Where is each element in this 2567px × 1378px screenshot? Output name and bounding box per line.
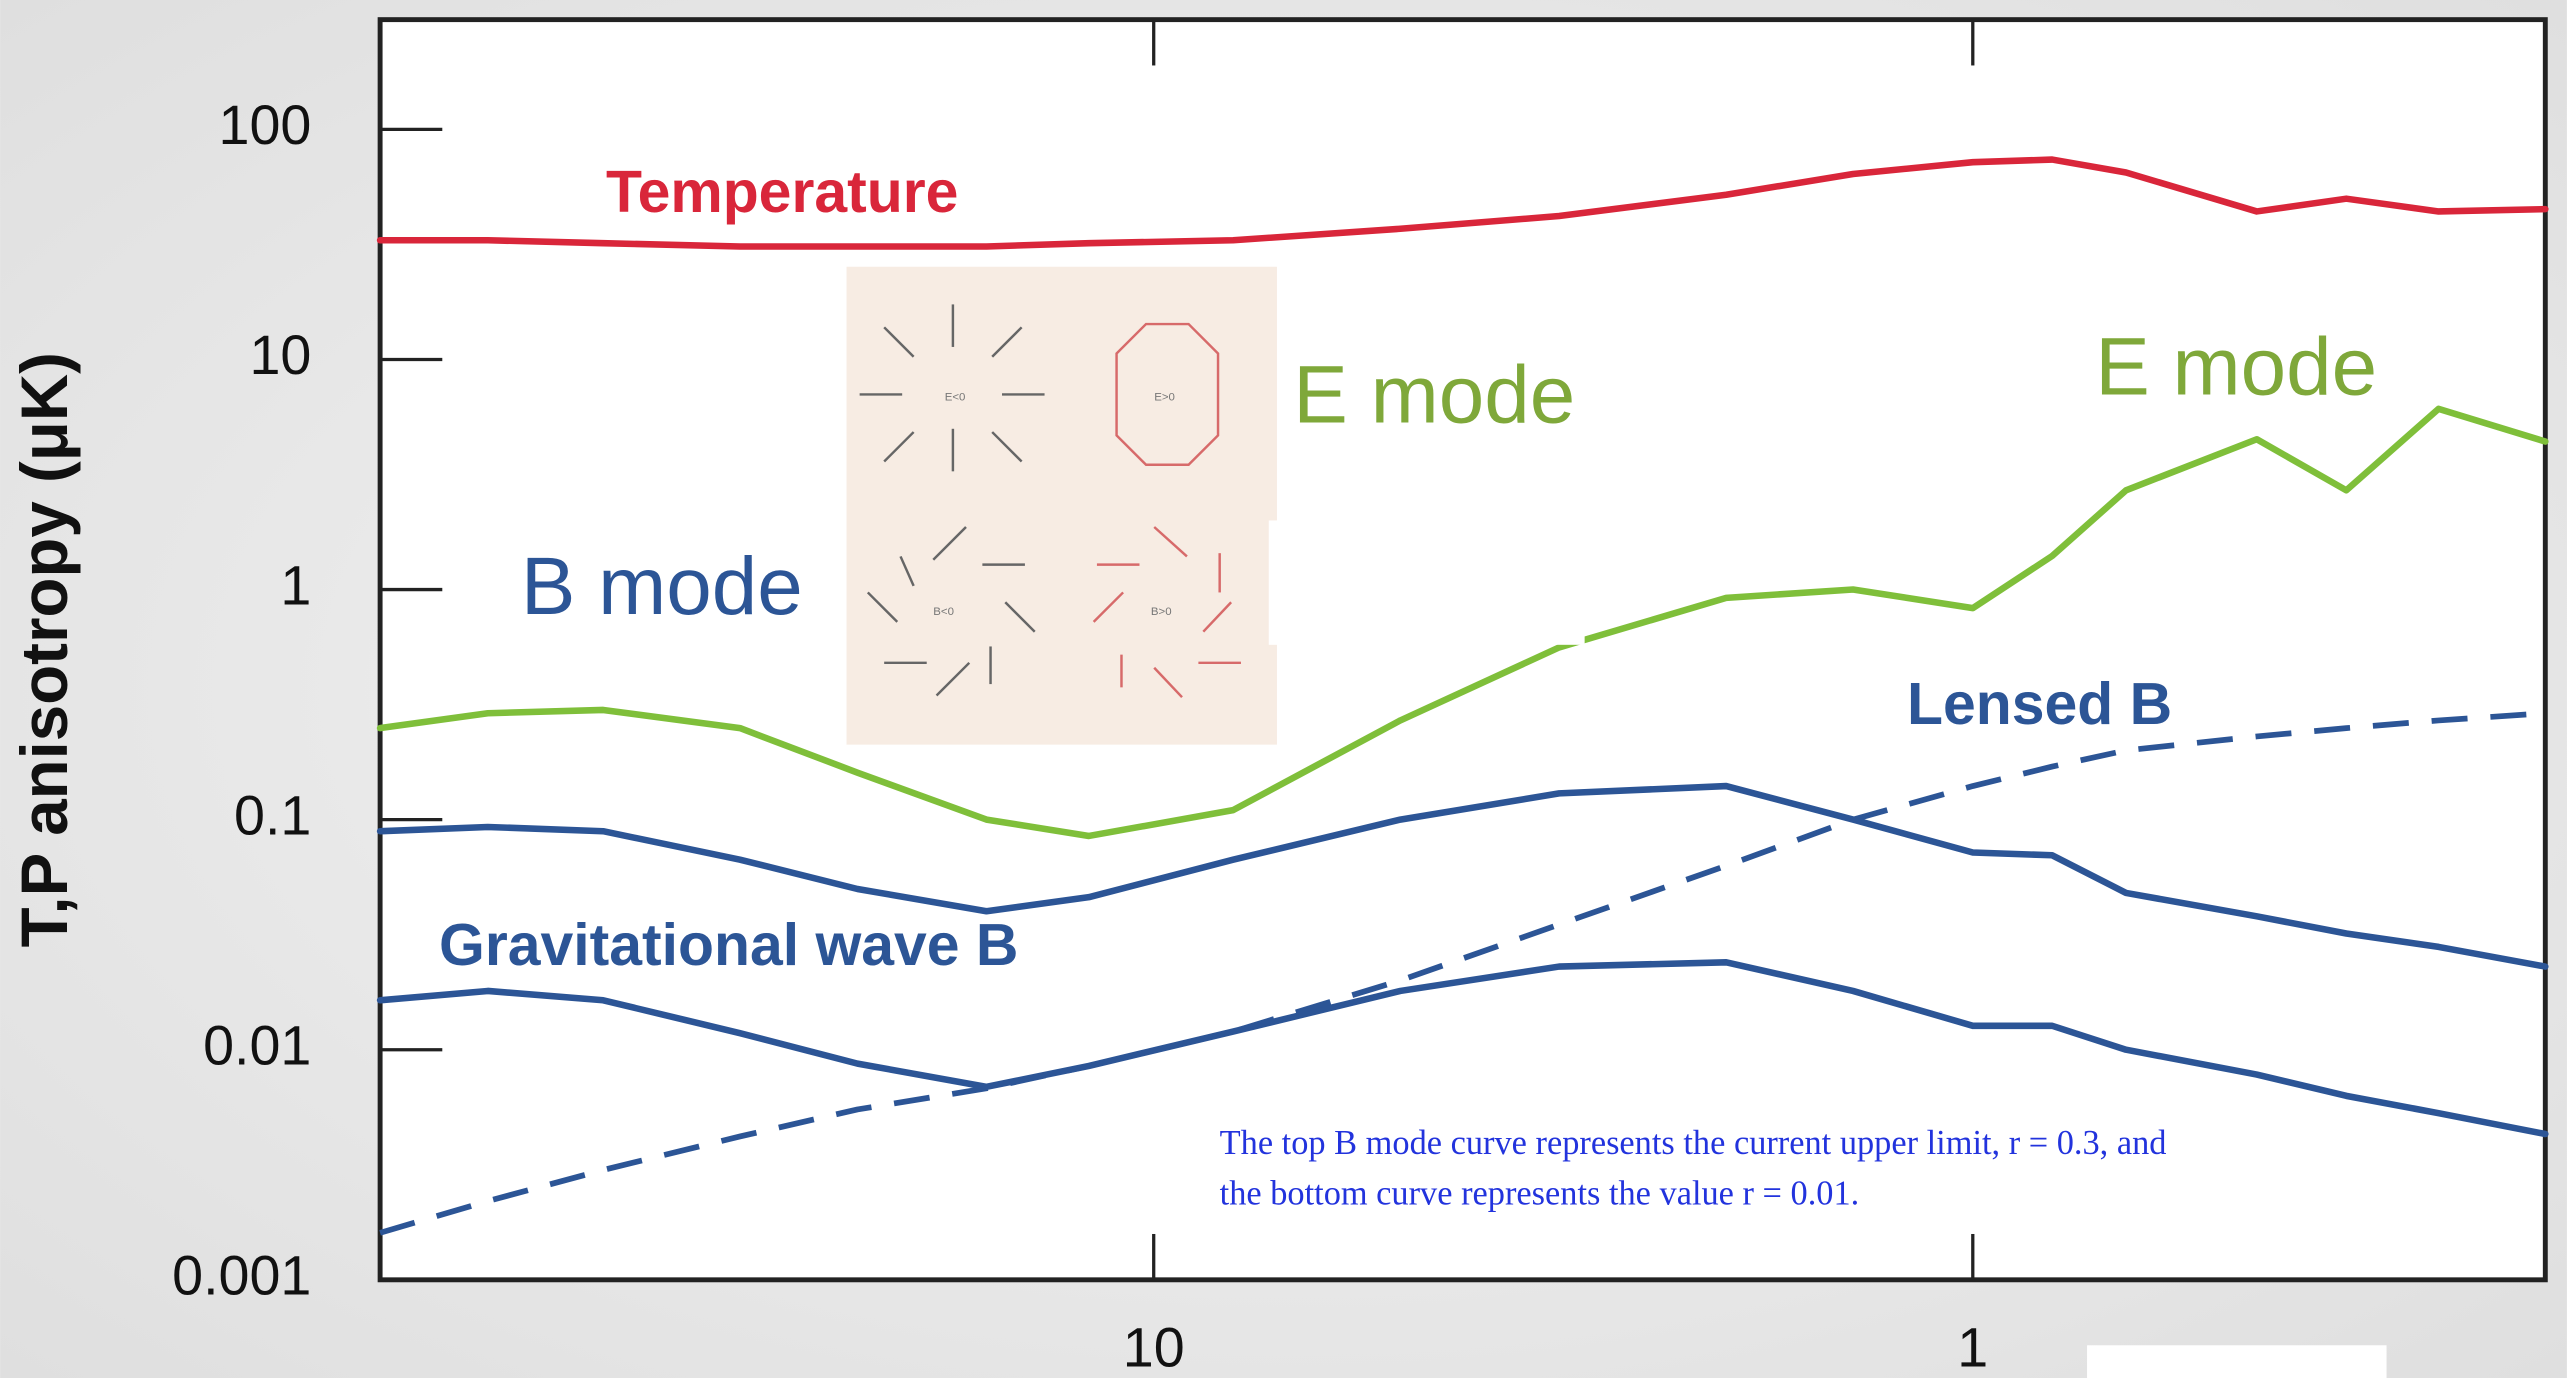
e-pos-pattern — [1115, 322, 1220, 467]
blank-box — [2087, 1345, 2387, 1378]
series-line — [376, 156, 2549, 250]
y-tick-label: 1 — [280, 554, 311, 616]
polarization-inset: E<0 E>0 B<0 B>0 — [846, 266, 1277, 745]
blank-box — [1268, 520, 1585, 645]
inset-label: E>0 — [1154, 392, 1175, 404]
y-tick-label: 0.01 — [203, 1014, 311, 1076]
series-line — [376, 782, 2549, 970]
x-tick-label: 10 — [1123, 1317, 1185, 1378]
inset-label: E<0 — [945, 392, 966, 404]
plot-area — [377, 17, 2548, 1283]
b-pos-pattern — [1092, 526, 1241, 699]
inset-background — [846, 266, 1277, 745]
annotation: B mode — [521, 541, 803, 632]
inset-label: B>0 — [1151, 606, 1172, 618]
note-line: The top B mode curve represents the curr… — [1220, 1124, 2167, 1162]
inset-label: B<0 — [933, 606, 954, 618]
y-tick-label: 0.001 — [172, 1245, 311, 1307]
annotation: Temperature — [606, 160, 958, 225]
series-line — [376, 405, 2549, 840]
e-neg-pattern — [859, 304, 1045, 472]
b-neg-pattern — [866, 526, 1036, 697]
annotation: Lensed B — [1907, 672, 2172, 737]
annotation: Gravitational wave B — [439, 913, 1018, 978]
y-tick-label: 0.1 — [234, 784, 311, 846]
series-line — [376, 959, 2549, 1138]
series-line — [379, 710, 2546, 1236]
y-axis-title: T,P anisotropy (μK) — [8, 352, 81, 947]
note-line: the bottom curve represents the value r … — [1220, 1175, 1860, 1213]
y-tick-label: 10 — [249, 324, 311, 386]
x-tick-label: 1 — [1957, 1317, 1988, 1378]
annotation: E mode — [2095, 322, 2377, 413]
annotation: E mode — [1293, 350, 1575, 441]
y-tick-label: 100 — [219, 94, 312, 156]
